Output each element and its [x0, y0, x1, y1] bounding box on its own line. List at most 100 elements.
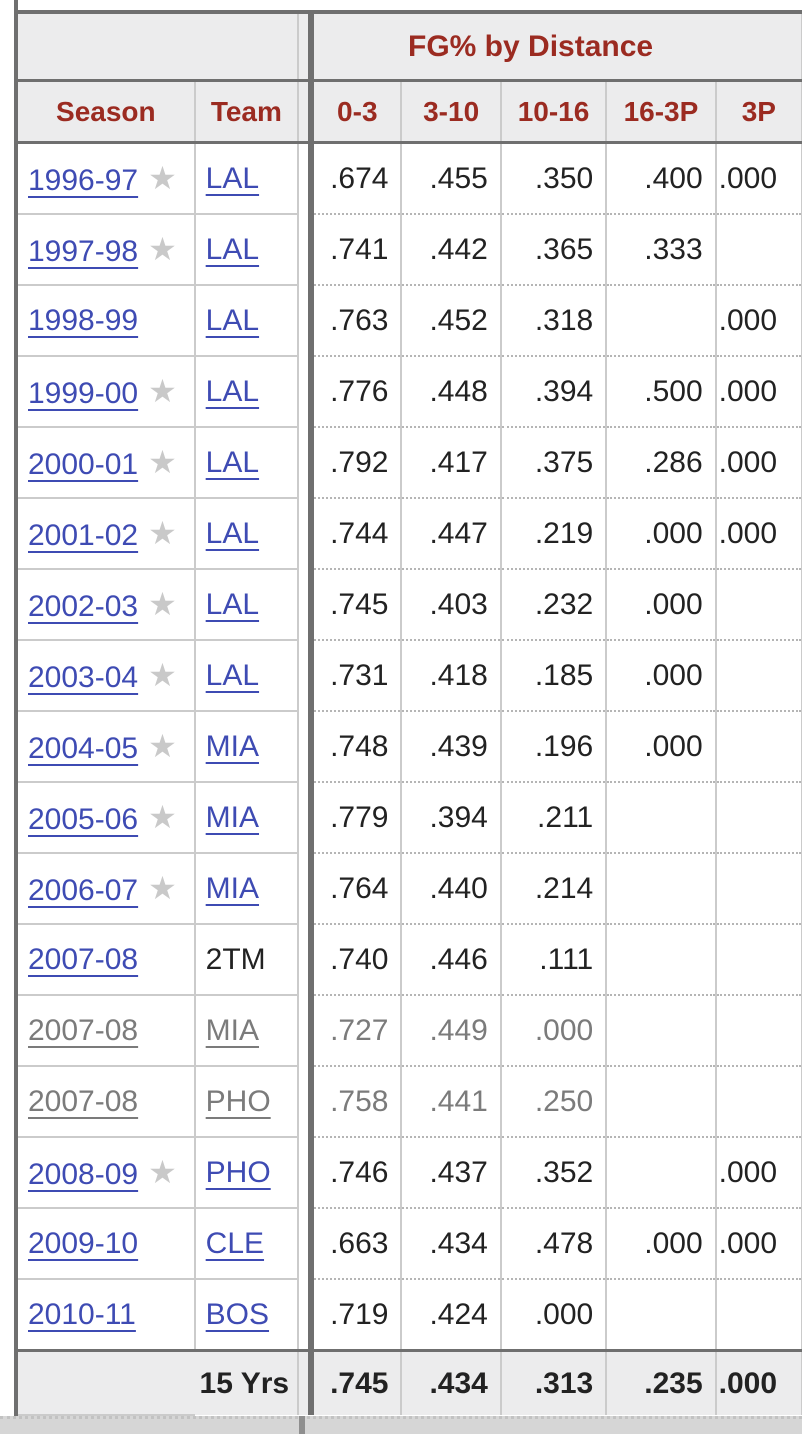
season-link[interactable]: 2007-08 [28, 942, 139, 976]
sticky-column-divider [297, 1137, 315, 1208]
sticky-column-divider [297, 80, 315, 144]
season-link[interactable]: 2002-03 [28, 590, 139, 623]
season-link[interactable]: 1997-98 [28, 235, 139, 268]
season-link[interactable]: 2006-07 [28, 874, 139, 907]
team-link[interactable]: LAL [205, 587, 260, 621]
column-header-3p[interactable]: 3P [714, 80, 802, 144]
season-link[interactable]: 2004-05 [28, 732, 139, 765]
stat-cell-3-10: .449 [400, 995, 501, 1067]
stat-cell-10-16: .375 [499, 427, 607, 499]
team-link[interactable]: BOS [205, 1297, 270, 1331]
sticky-column-divider [297, 711, 315, 782]
stat-cell-3-10: .446 [400, 924, 501, 996]
allstar-icon: ★ [148, 870, 177, 906]
team-link[interactable]: LAL [205, 161, 260, 195]
sticky-column-divider [297, 1208, 315, 1279]
stat-cell-3p [714, 1279, 802, 1352]
column-header-16-3p[interactable]: 16-3P [605, 80, 716, 144]
stat-cell-0-3: .727 [310, 995, 402, 1067]
team-link[interactable]: MIA [205, 800, 260, 834]
stat-cell-0-3: .763 [310, 285, 402, 357]
table-row: 2007-08 PHO .758 .441 .250 [16, 1066, 802, 1138]
table-row: 2000-01 ★ LAL .792 .417 .375 .286 .000 [16, 427, 802, 499]
stat-cell-3-10: .434 [400, 1208, 501, 1280]
team-link[interactable]: LAL [205, 374, 260, 408]
column-header-10-16[interactable]: 10-16 [499, 80, 607, 144]
stat-cell-10-16: .352 [499, 1137, 607, 1209]
team-link[interactable]: LAL [205, 658, 260, 692]
table-row: 2008-09 ★ PHO .746 .437 .352 .000 [16, 1137, 802, 1209]
team-link[interactable]: LAL [205, 516, 260, 550]
season-link[interactable]: 2010-11 [28, 1297, 136, 1331]
table-row: 2003-04 ★ LAL .731 .418 .185 .000 [16, 640, 802, 712]
allstar-icon: ★ [148, 586, 177, 622]
stat-cell-3p [714, 569, 802, 641]
team-label: 2TM [205, 942, 266, 976]
team-link[interactable]: MIA [205, 871, 260, 905]
column-header-0-3[interactable]: 0-3 [310, 80, 402, 144]
table-body: 1996-97 ★ LAL .674 .455 .350 .400 .000 19… [16, 142, 802, 1352]
stat-cell-0-3: .731 [310, 640, 402, 712]
column-header-3-10[interactable]: 3-10 [400, 80, 501, 144]
stat-cell-0-3: .663 [310, 1208, 402, 1280]
sticky-column-divider [297, 214, 315, 285]
stat-cell-10-16: .185 [499, 640, 607, 712]
allstar-icon: ★ [148, 728, 177, 764]
team-link[interactable]: LAL [205, 445, 260, 479]
stat-cell-16-3p: .286 [605, 427, 716, 499]
team-link[interactable]: MIA [205, 729, 260, 763]
season-link[interactable]: 1999-00 [28, 377, 139, 410]
stat-cell-10-16: .000 [499, 1279, 607, 1352]
season-link[interactable]: 2008-09 [28, 1158, 139, 1191]
stat-cell-3-10: .424 [400, 1279, 501, 1352]
season-link[interactable]: 1996-97 [28, 164, 139, 197]
stat-cell-10-16: .000 [499, 995, 607, 1067]
column-header-team[interactable]: Team [193, 80, 299, 144]
column-header-season[interactable]: Season [16, 80, 195, 144]
table-row: 2005-06 ★ MIA .779 .394 .211 [16, 782, 802, 854]
stat-cell-3-10: .417 [400, 427, 501, 499]
stat-cell-0-3: .740 [310, 924, 402, 996]
sticky-column-divider [297, 12, 315, 82]
season-link[interactable]: 2007-08 [28, 1013, 139, 1047]
stat-cell-10-16: .214 [499, 853, 607, 925]
stat-cell-3-10: .452 [400, 285, 501, 357]
stat-cell-0-3: .776 [310, 356, 402, 428]
sticky-column-divider [297, 853, 315, 924]
team-link[interactable]: PHO [205, 1084, 271, 1118]
career-totals-row: 15 Yrs .745 .434 .313 .235 .000 [16, 1349, 802, 1416]
season-link[interactable]: 2000-01 [28, 448, 139, 481]
team-link[interactable]: PHO [205, 1155, 271, 1189]
stat-cell-16-3p [605, 782, 716, 854]
team-link[interactable]: LAL [205, 232, 260, 266]
season-link[interactable]: 1998-99 [28, 303, 139, 337]
table-row: 1997-98 ★ LAL .741 .442 .365 .333 [16, 214, 802, 286]
stat-cell-16-3p: .000 [605, 711, 716, 783]
stat-cell-0-3: .792 [310, 427, 402, 499]
stat-cell-3p [714, 995, 802, 1067]
stat-cell-3p [714, 640, 802, 712]
stat-cell-3-10: .394 [400, 782, 501, 854]
table-row: 2010-11 BOS .719 .424 .000 [16, 1279, 802, 1352]
group-header-row: FG% by Distance [16, 12, 802, 82]
season-link[interactable]: 2005-06 [28, 803, 139, 836]
stat-cell-3p [714, 853, 802, 925]
team-link[interactable]: LAL [205, 303, 260, 337]
season-link[interactable]: 2007-08 [28, 1084, 139, 1118]
stat-cell-3p: .000 [714, 142, 802, 215]
stat-cell-10-16: .219 [499, 498, 607, 570]
season-link[interactable]: 2001-02 [28, 519, 139, 552]
season-link[interactable]: 2009-10 [28, 1226, 139, 1260]
stat-cell-16-3p [605, 924, 716, 996]
stat-cell-16-3p [605, 995, 716, 1067]
career-stat-cell: .313 [499, 1349, 607, 1415]
stat-cell-3p: .000 [714, 285, 802, 357]
season-link[interactable]: 2003-04 [28, 661, 139, 694]
team-link[interactable]: CLE [205, 1226, 265, 1260]
stat-cell-3p: .000 [714, 356, 802, 428]
team-link[interactable]: MIA [205, 1013, 260, 1047]
table-row: 1998-99 LAL .763 .452 .318 .000 [16, 285, 802, 357]
sticky-column-divider [297, 569, 315, 640]
sticky-column-divider [297, 498, 315, 569]
stat-cell-16-3p: .000 [605, 1208, 716, 1280]
